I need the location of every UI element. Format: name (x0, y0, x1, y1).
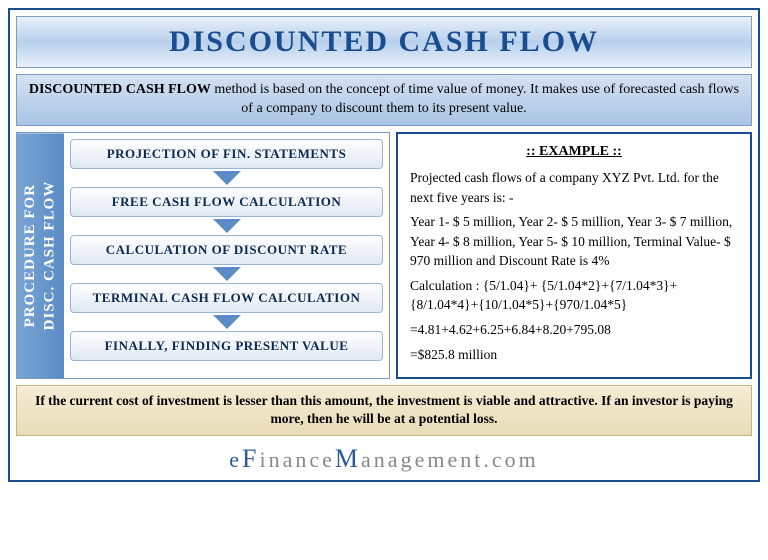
arrow-down-icon (213, 267, 241, 281)
step-box: FINALLY, FINDING PRESENT VALUE (70, 331, 383, 361)
procedure-column: PROCEDURE FOR DISC. CASH FLOW PROJECTION… (16, 132, 390, 379)
example-text: =4.81+4.62+6.25+6.84+8.20+795.08 (410, 320, 738, 340)
procedure-label: PROCEDURE FOR DISC. CASH FLOW (17, 133, 64, 378)
conclusion-box: If the current cost of investment is les… (16, 385, 752, 435)
step-box: PROJECTION OF FIN. STATEMENTS (70, 139, 383, 169)
example-text: Projected cash flows of a company XYZ Pv… (410, 168, 738, 207)
main-title: DISCOUNTED CASH FLOW (25, 25, 743, 59)
example-text: =$825.8 million (410, 345, 738, 365)
step-box: FREE CASH FLOW CALCULATION (70, 187, 383, 217)
example-title: :: EXAMPLE :: (410, 142, 738, 162)
example-text: Year 1- $ 5 million, Year 2- $ 5 million… (410, 212, 738, 271)
infographic-container: DISCOUNTED CASH FLOW DISCOUNTED CASH FLO… (8, 8, 760, 482)
procedure-label-line2: DISC. CASH FLOW (42, 181, 58, 331)
arrow-down-icon (213, 219, 241, 233)
footer-brand: eFinanceManagement.com (16, 440, 752, 474)
intro-highlight: DISCOUNTED CASH FLOW (29, 82, 211, 97)
intro-text: method is based on the concept of time v… (211, 82, 739, 116)
procedure-label-line1: PROCEDURE FOR (22, 184, 38, 327)
example-text: Calculation : {5/1.04}+ {5/1.04*2}+{7/1.… (410, 276, 738, 315)
arrow-down-icon (213, 171, 241, 185)
arrow-down-icon (213, 315, 241, 329)
intro-box: DISCOUNTED CASH FLOW method is based on … (16, 74, 752, 126)
example-column: :: EXAMPLE :: Projected cash flows of a … (396, 132, 752, 379)
step-box: CALCULATION OF DISCOUNT RATE (70, 235, 383, 265)
steps-list: PROJECTION OF FIN. STATEMENTS FREE CASH … (64, 133, 389, 378)
step-box: TERMINAL CASH FLOW CALCULATION (70, 283, 383, 313)
main-row: PROCEDURE FOR DISC. CASH FLOW PROJECTION… (16, 132, 752, 379)
title-bar: DISCOUNTED CASH FLOW (16, 16, 752, 68)
